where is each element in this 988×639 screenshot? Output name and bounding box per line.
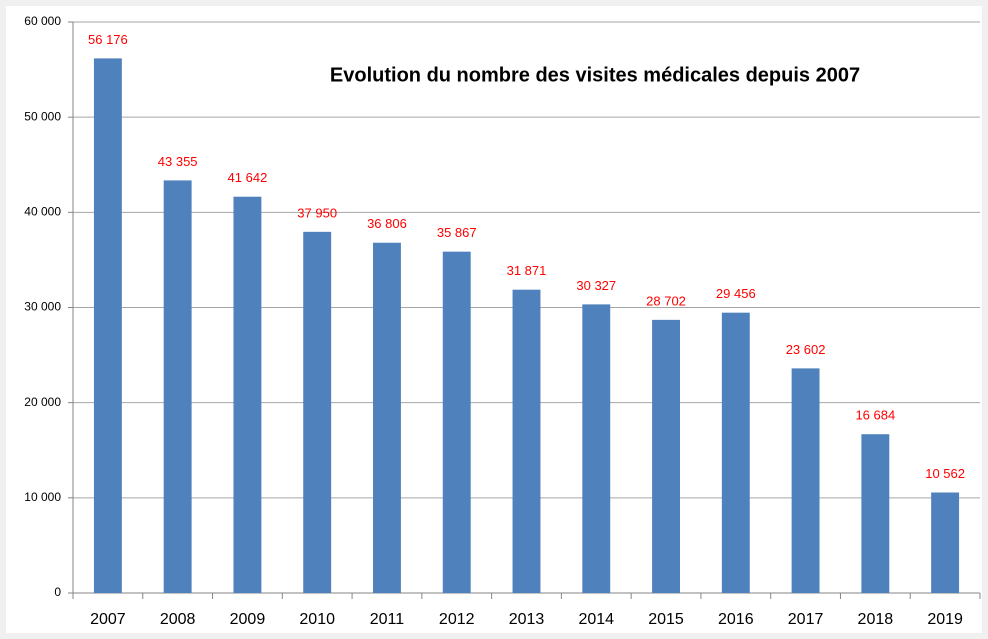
bar: [93, 58, 122, 594]
value-label: 10 562: [925, 466, 965, 481]
bar: [163, 180, 192, 594]
y-tick-label: 20 000: [24, 395, 61, 409]
x-tick-label: 2019: [927, 611, 963, 628]
value-label: 31 871: [507, 263, 547, 278]
bar: [442, 251, 471, 593]
x-tick-label: 2015: [648, 611, 684, 628]
value-label: 37 950: [297, 205, 337, 220]
value-label: 56 176: [88, 32, 128, 47]
x-tick-label: 2012: [439, 611, 475, 628]
value-label: 36 806: [367, 216, 407, 231]
value-label: 28 702: [646, 293, 686, 308]
value-label: 30 327: [576, 278, 616, 293]
y-tick-label: 0: [54, 585, 61, 599]
value-label: 23 602: [786, 342, 826, 357]
x-tick-label: 2013: [509, 611, 545, 628]
bar: [652, 319, 680, 593]
x-tick-label: 2010: [299, 611, 335, 628]
chart-title: Evolution du nombre des visites médicale…: [330, 64, 860, 86]
x-tick-label: 2016: [718, 611, 754, 628]
x-tick-label: 2008: [160, 611, 196, 628]
bar: [861, 434, 890, 593]
y-tick-label: 60 000: [24, 14, 61, 28]
bar: [303, 231, 332, 593]
x-tick-label: 2017: [788, 611, 824, 628]
value-label: 41 642: [228, 170, 268, 185]
value-label: 29 456: [716, 286, 756, 301]
x-tick-label: 2009: [230, 611, 266, 628]
y-tick-label: 50 000: [24, 109, 61, 123]
x-tick-label: 2014: [578, 611, 614, 628]
bar: [791, 368, 820, 593]
x-tick-label: 2018: [858, 611, 894, 628]
y-tick-label: 30 000: [24, 300, 61, 314]
bar: [721, 312, 750, 593]
bar: [373, 242, 401, 594]
bar: [512, 289, 541, 593]
y-tick-label: 10 000: [24, 490, 61, 504]
bar: [233, 196, 262, 593]
chart-background: [6, 6, 982, 633]
value-label: 35 867: [437, 225, 477, 240]
y-tick-label: 40 000: [24, 205, 61, 219]
x-tick-label: 2011: [370, 611, 405, 628]
value-label: 16 684: [855, 408, 895, 423]
x-tick-label: 2007: [90, 611, 126, 628]
bar: [931, 492, 960, 593]
value-label: 43 355: [158, 154, 198, 169]
bar: [582, 304, 611, 593]
